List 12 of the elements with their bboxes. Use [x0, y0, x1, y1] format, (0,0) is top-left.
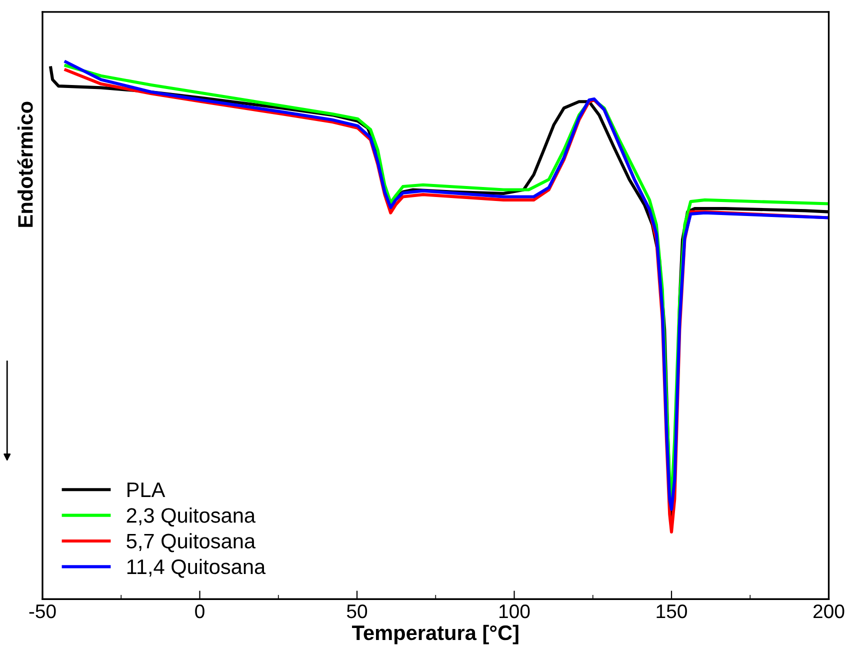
legend-label: 5,7 Quitosana [126, 533, 256, 552]
x-tick-label: 50 [346, 604, 368, 618]
legend-label: PLA [128, 482, 166, 497]
legend-label: 2,3 Quitosana [126, 508, 256, 527]
x-tick-label: 150 [656, 604, 687, 618]
x-tick-label: 0 [195, 604, 204, 618]
x-tick-label: 100 [500, 604, 530, 618]
x-tick-label: -50 [29, 604, 56, 618]
y-axis-title: Endotérmico [17, 102, 33, 227]
x-tick-label: 200 [814, 604, 844, 618]
legend-label: 11,4 Quitosana [127, 558, 266, 578]
x-axis-title: Temperatura [°C] [352, 624, 518, 644]
